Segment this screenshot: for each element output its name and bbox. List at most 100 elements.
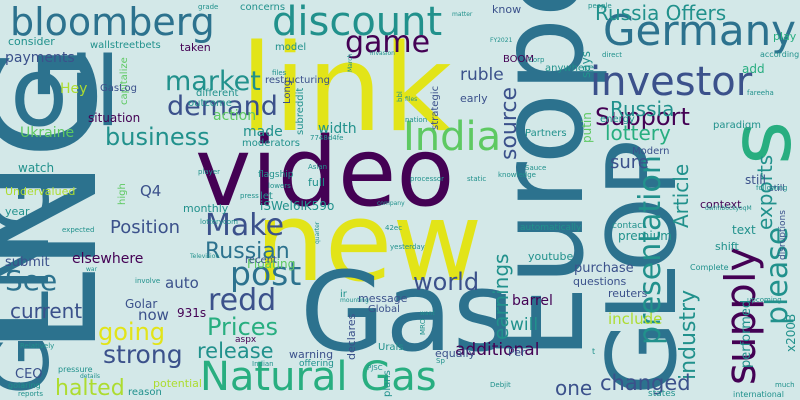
- word-cloud-word: LNG: [0, 43, 131, 355]
- word-cloud-word: 7748d4fe: [310, 134, 343, 142]
- word-cloud-word: subreddit: [295, 88, 306, 135]
- word-cloud-word: auto: [165, 274, 199, 292]
- word-cloud-word: watch: [18, 161, 54, 175]
- word-cloud-word: Golar: [125, 297, 157, 311]
- word-cloud-word: Germany: [603, 6, 796, 55]
- word-cloud-word: still: [745, 173, 766, 187]
- word-cloud-word: still: [769, 184, 785, 194]
- word-cloud-word: Sp: [436, 357, 445, 365]
- word-cloud-word: add: [742, 62, 765, 76]
- word-cloud-word: FY2021: [490, 37, 513, 44]
- word-cloud-word: aspx: [235, 335, 257, 345]
- word-cloud-word: width: [318, 121, 357, 137]
- word-cloud-word: Debjit: [490, 381, 511, 389]
- word-cloud-word: monthly: [183, 202, 229, 215]
- word-cloud-word: earnings: [489, 254, 513, 340]
- word-cloud-word: See: [5, 264, 57, 297]
- word-cloud-word: source: [497, 87, 522, 160]
- word-cloud-word: people: [588, 2, 612, 10]
- word-cloud-word: demand: [167, 91, 278, 122]
- word-cloud-word: says: [579, 51, 593, 78]
- word-cloud-word: lottery: [605, 121, 671, 145]
- word-cloud-word: want: [420, 310, 435, 317]
- word-cloud-word: potential: [153, 377, 202, 390]
- word-cloud-word: Complete: [690, 263, 729, 272]
- word-cloud-word: Relatively: [20, 342, 54, 350]
- word-cloud-word: shift: [715, 240, 739, 253]
- word-cloud-word: s: [712, 121, 800, 165]
- word-cloud-word: include: [608, 310, 662, 328]
- word-cloud-word: supply: [716, 247, 765, 385]
- word-cloud-word: x200B: [784, 314, 798, 352]
- word-cloud-word: now: [138, 306, 169, 324]
- word-cloud-word: text: [732, 223, 756, 237]
- word-cloud-word: youtube: [528, 250, 573, 263]
- word-cloud-word: exports: [753, 155, 777, 230]
- word-cloud-word: files: [405, 96, 417, 103]
- word-cloud-word: much: [775, 381, 795, 389]
- word-cloud-word: processor: [410, 175, 444, 183]
- word-cloud-word: barrel: [512, 293, 553, 309]
- word-cloud-word: involve: [135, 277, 160, 285]
- word-cloud-word: invasion: [370, 50, 395, 57]
- word-cloud-word: consider: [8, 35, 55, 48]
- word-cloud-word: going: [98, 318, 165, 346]
- word-cloud-word: MRO: [419, 318, 427, 335]
- word-cloud-word: fareeha: [747, 89, 774, 97]
- word-cloud-word: action: [213, 108, 256, 124]
- word-cloud-word: India: [403, 114, 501, 160]
- word-cloud-word: strong: [103, 340, 183, 369]
- word-cloud-word: expected: [62, 226, 94, 234]
- word-cloud-word: Article: [669, 164, 693, 228]
- word-cloud-word: Corp: [528, 56, 545, 64]
- word-cloud-word: bloomberg: [10, 0, 215, 44]
- word-cloud-word: industry: [676, 290, 701, 380]
- word-cloud-word: ruble: [460, 65, 504, 85]
- word-cloud-word: Indian: [252, 360, 274, 368]
- word-cloud-word: CEO: [15, 367, 43, 382]
- word-cloud-word: Russia Offers: [595, 1, 726, 25]
- word-cloud-word: game: [345, 25, 430, 60]
- word-cloud-word: one: [555, 376, 592, 400]
- word-cloud-word: states: [648, 389, 676, 399]
- word-cloud-word: Prices: [207, 313, 278, 341]
- word-cloud-word: Per: [508, 346, 526, 359]
- word-cloud-word: halted: [55, 376, 125, 400]
- word-cloud-word: Russian: [205, 239, 290, 264]
- word-cloud-word: knowledge: [498, 171, 536, 179]
- word-cloud-word: Ukraine: [20, 125, 74, 141]
- word-cloud-word: grade: [198, 3, 218, 11]
- word-cloud-word: automatically: [520, 223, 582, 233]
- word-cloud-word: sure: [610, 152, 649, 173]
- word-cloud-word: company: [377, 200, 405, 207]
- word-cloud-word: concerns: [240, 2, 285, 13]
- word-cloud-word: Sauce: [525, 164, 546, 172]
- word-cloud-word: iSWel6lK59o: [260, 199, 334, 213]
- word-cloud-word: mounting: [340, 297, 369, 304]
- word-cloud-word: matter: [452, 11, 473, 18]
- word-cloud-word: Asian: [308, 163, 327, 171]
- word-cloud-word: new: [255, 178, 482, 306]
- word-cloud-word: ir: [340, 289, 348, 300]
- word-cloud-word: purchase: [574, 261, 634, 276]
- word-cloud-word: press: [240, 192, 259, 200]
- word-cloud-word: restructuring: [265, 75, 330, 86]
- word-cloud-word: BOOM: [503, 54, 534, 65]
- word-cloud-word: Partners: [525, 128, 567, 139]
- word-cloud-word: PJSC: [367, 364, 383, 372]
- word-cloud-word: high: [117, 183, 128, 205]
- word-cloud-word: world: [413, 268, 479, 296]
- word-cloud-word: changed: [600, 371, 691, 395]
- word-cloud-word: files: [272, 69, 287, 77]
- word-cloud-word: elsewhere: [72, 251, 143, 267]
- word-cloud-word: nation: [405, 116, 427, 124]
- word-cloud-word: according: [760, 50, 799, 59]
- word-cloud-word: redd: [208, 283, 276, 318]
- word-cloud-word: current: [10, 299, 82, 323]
- word-cloud-word: different: [196, 88, 239, 99]
- word-cloud-word: t: [592, 347, 595, 356]
- word-cloud-word: message: [358, 292, 408, 305]
- word-cloud-word: Europe: [472, 0, 610, 360]
- word-cloud-word: video: [195, 118, 455, 228]
